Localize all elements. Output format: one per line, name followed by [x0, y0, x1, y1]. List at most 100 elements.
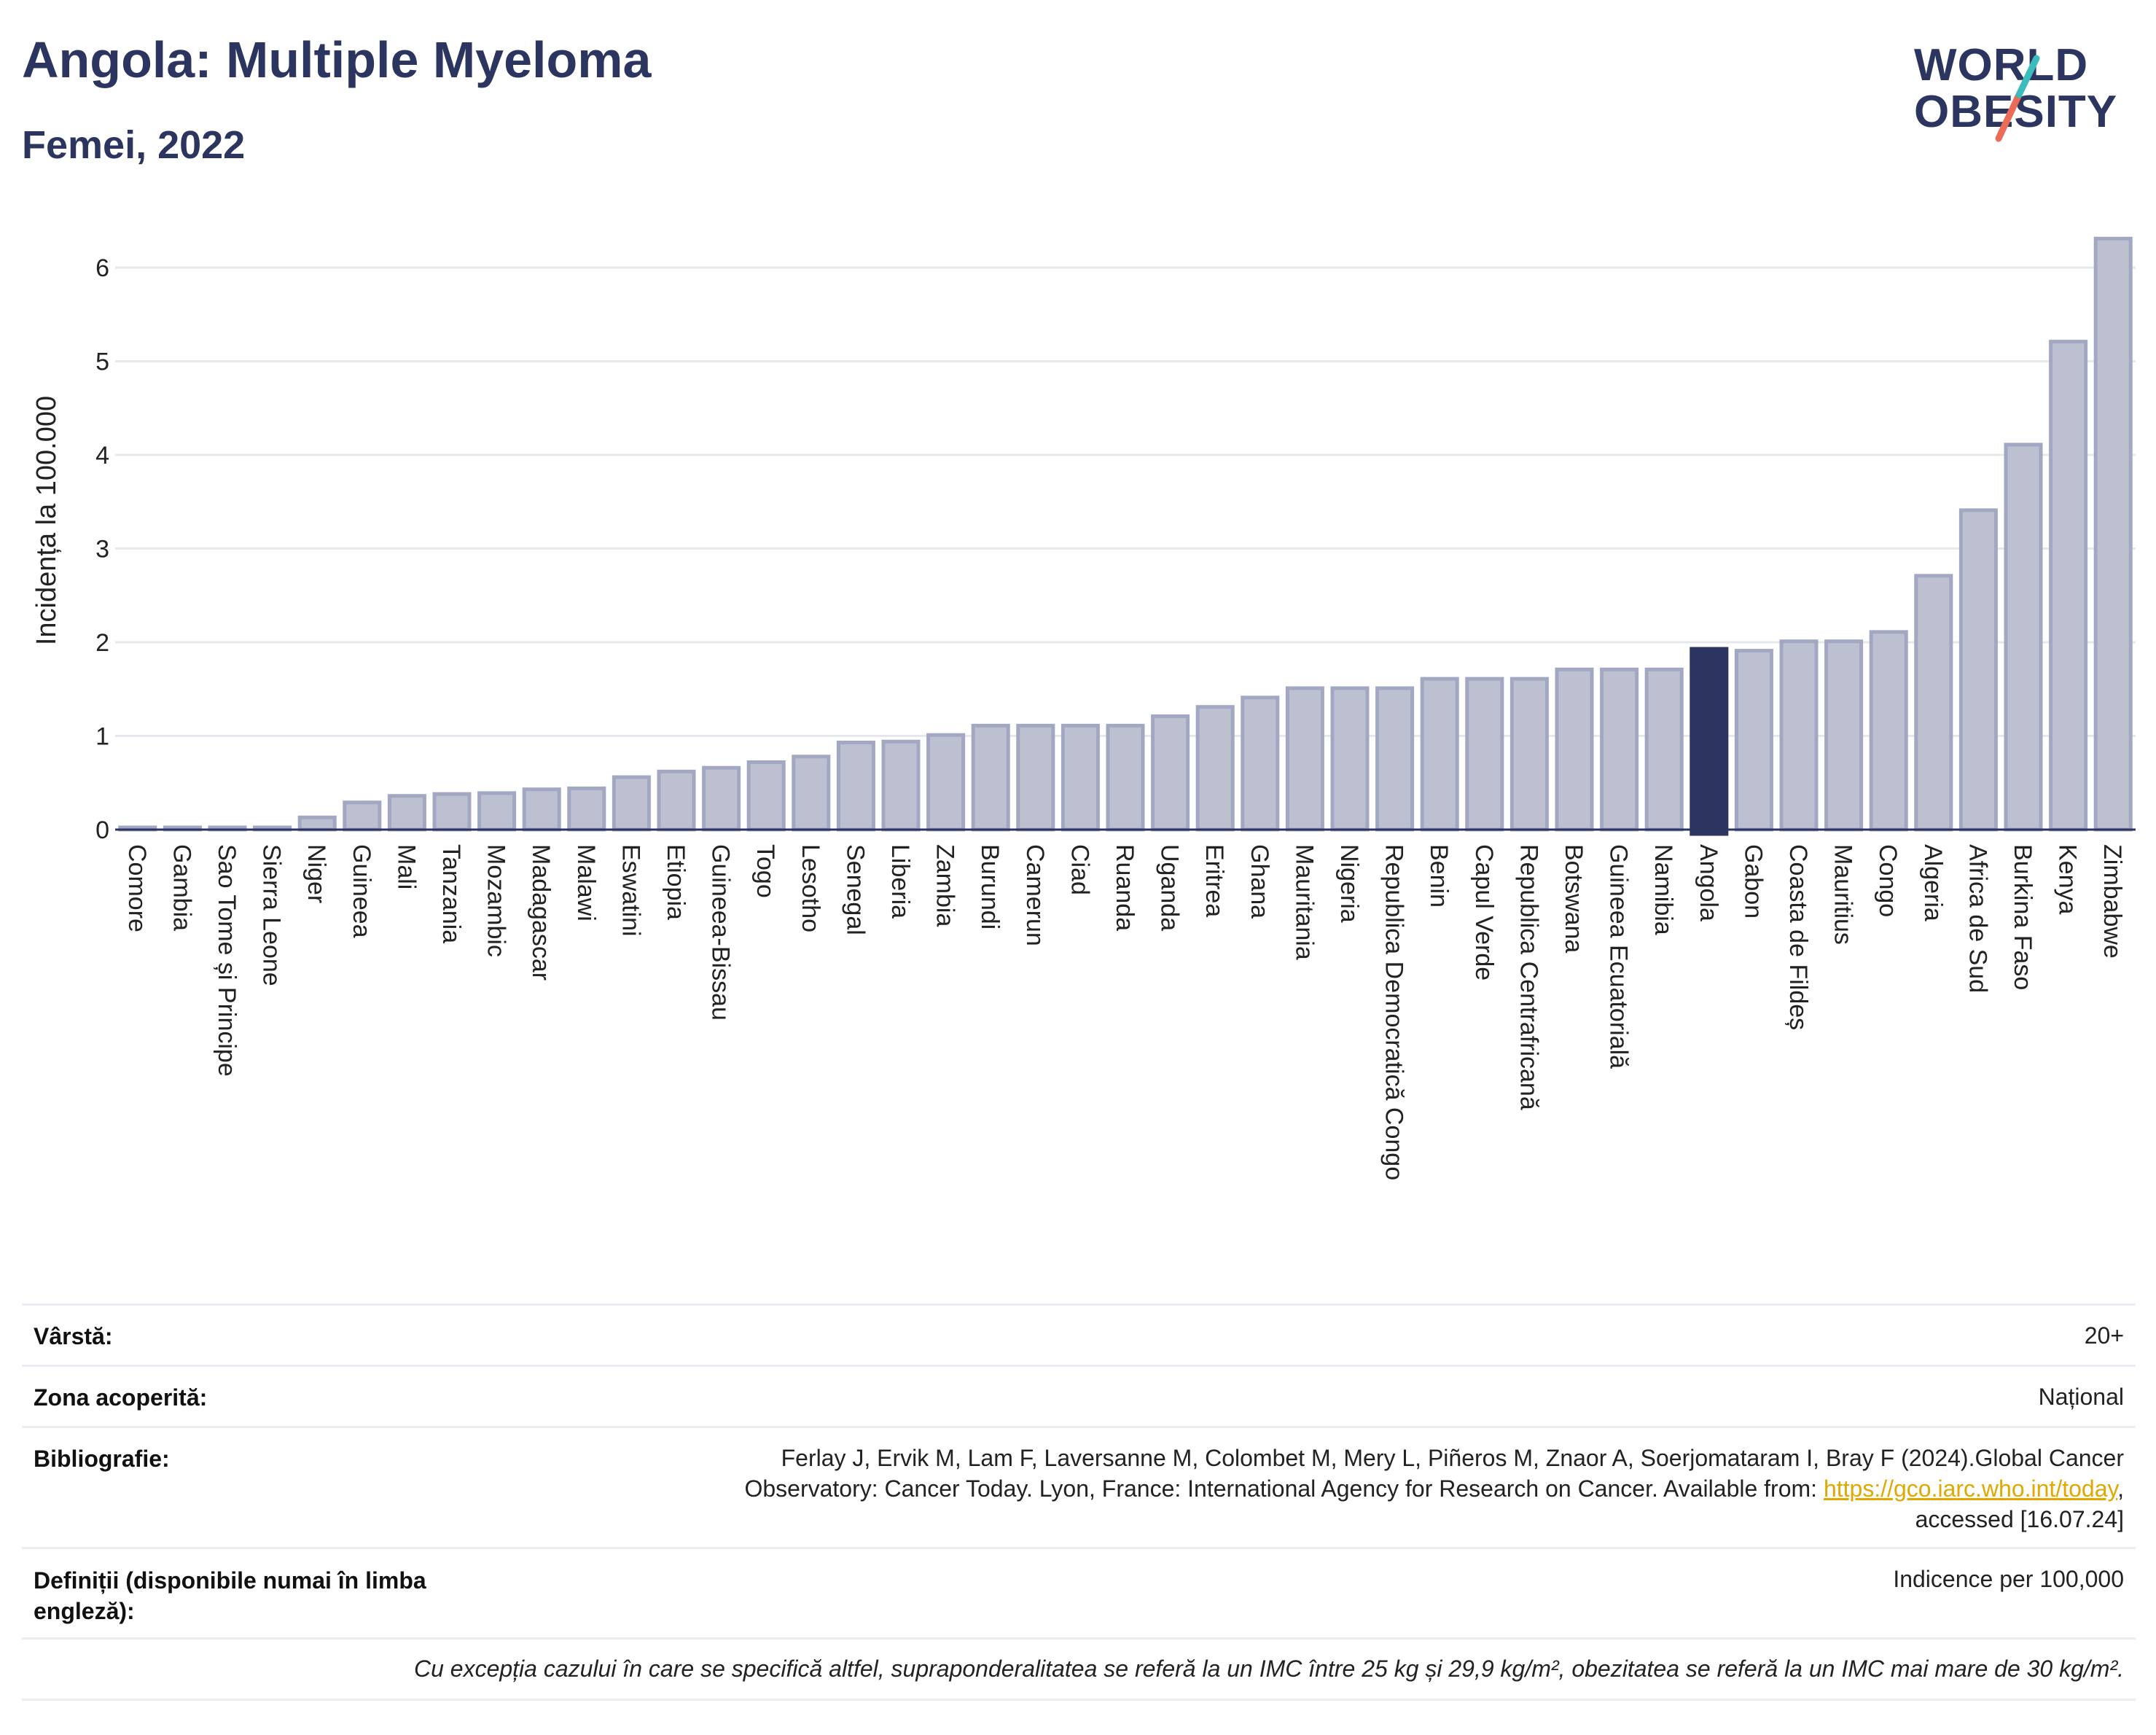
x-tick-label: Burkina Faso: [2009, 844, 2036, 990]
bibliography-value: Ferlay J, Ervik M, Lam F, Laversanne M, …: [744, 1443, 2124, 1535]
bar-senegal[interactable]: [836, 741, 875, 832]
x-tick-label: Africa de Sud: [1964, 844, 1991, 993]
x-tick-label: Uganda: [1156, 844, 1184, 931]
x-tick-label: Mozambic: [483, 844, 510, 957]
bar-eritrea[interactable]: [1195, 705, 1235, 832]
bibliography-line-1: Ferlay J, Ervik M, Lam F, Laversanne M, …: [781, 1445, 2124, 1471]
bar-ciad[interactable]: [1061, 723, 1100, 832]
bar-mozambic[interactable]: [477, 791, 517, 832]
bar-liberia[interactable]: [881, 739, 921, 832]
bar-ruanda[interactable]: [1106, 723, 1145, 832]
bar-botswana[interactable]: [1555, 667, 1594, 832]
bar-burkina-faso[interactable]: [2004, 442, 2043, 832]
x-tick-label: Senegal: [841, 844, 869, 935]
y-tick-label: 6: [95, 254, 109, 282]
x-tick-label: Republica Democratică Congo: [1380, 844, 1408, 1180]
bar-madagascar[interactable]: [522, 787, 561, 832]
area-value: Național: [2038, 1384, 2124, 1410]
x-tick-label: Algeria: [1919, 844, 1947, 921]
x-tick-label: Gabon: [1739, 844, 1767, 919]
gco-link[interactable]: https://gco.iarc.who.int/today: [1823, 1475, 2118, 1502]
bar-malawi[interactable]: [567, 786, 606, 832]
bar-coasta-de-filde-[interactable]: [1779, 639, 1819, 832]
world-obesity-logo[interactable]: WORLD OBESITY: [1902, 35, 2143, 159]
definitions-value: Indicence per 100,000: [1893, 1566, 2124, 1592]
bar-eswatini[interactable]: [612, 775, 651, 832]
bar-zambia[interactable]: [926, 733, 966, 832]
area-label: Zona acoperită:: [34, 1384, 208, 1411]
x-tick-label: Mali: [392, 844, 420, 889]
y-tick-label: 3: [95, 536, 109, 564]
bibliography-label: Bibliografie:: [34, 1446, 170, 1472]
x-tick-label: Lesotho: [797, 844, 824, 932]
x-tick-label: Mauritania: [1290, 844, 1318, 960]
bibliography-comma: ,: [2117, 1475, 2124, 1502]
x-tick-label: Zambia: [931, 844, 959, 927]
bar-guineea-bissau[interactable]: [702, 765, 741, 832]
bar-africa-de-sud[interactable]: [1958, 508, 1998, 832]
bar-tanzania[interactable]: [432, 792, 472, 832]
bibliography-line-3: accessed [16.07.24]: [1915, 1506, 2124, 1532]
bar-niger[interactable]: [297, 815, 337, 832]
definitions-row: Definiții (disponibile numai în limba en…: [22, 1547, 2136, 1637]
x-tick-label: Congo: [1874, 844, 1902, 917]
y-tick-label: 5: [95, 348, 109, 376]
bar-zimbabwe[interactable]: [2093, 236, 2133, 832]
bibliography-line-2-text: Observatory: Cancer Today. Lyon, France:…: [744, 1475, 1824, 1502]
obesity-note: Cu excepția cazului în care se specifică…: [413, 1656, 2124, 1682]
bar-togo[interactable]: [746, 760, 786, 832]
bar-angola[interactable]: [1690, 647, 1729, 836]
x-tick-label: Sao Tome și Principe: [213, 844, 241, 1077]
x-tick-label: Guineea Ecuatorială: [1605, 844, 1633, 1069]
x-tick-label: Coasta de Fildeș: [1784, 844, 1812, 1030]
bar-mauritania[interactable]: [1285, 686, 1324, 832]
bar-kenya[interactable]: [2049, 340, 2088, 832]
y-tick-label: 0: [95, 816, 109, 844]
x-tick-label: Liberia: [886, 844, 914, 919]
bar-ghana[interactable]: [1241, 695, 1280, 832]
y-tick-label: 4: [95, 442, 109, 469]
age-value: 20+: [2084, 1322, 2124, 1349]
x-tick-label: Mauritius: [1829, 844, 1857, 945]
info-table: Vârstă: 20+ Zona acoperită: Național Bib…: [22, 1303, 2136, 1701]
bar-algeria[interactable]: [1914, 574, 1953, 832]
bibliography-line-2: Observatory: Cancer Today. Lyon, France:…: [744, 1473, 2124, 1504]
table-bottom-rule: [22, 1699, 2136, 1701]
bar-guineea-ecuatorial-[interactable]: [1600, 667, 1639, 832]
bar-camerun[interactable]: [1016, 723, 1055, 832]
x-tick-label: Camerun: [1021, 844, 1049, 946]
bar-republica-democratic-congo[interactable]: [1375, 686, 1415, 832]
x-tick-label: Sierra Leone: [258, 844, 286, 986]
bar-guineea[interactable]: [343, 800, 382, 832]
bar-benin[interactable]: [1420, 677, 1459, 832]
x-tick-label: Angola: [1695, 844, 1722, 921]
bar-capul-verde[interactable]: [1465, 677, 1504, 832]
bar-mauritius[interactable]: [1824, 639, 1864, 832]
bar-nigeria[interactable]: [1330, 686, 1370, 832]
x-tick-label: Capul Verde: [1470, 844, 1498, 980]
x-tick-label: Zimbabwe: [2098, 844, 2126, 959]
x-tick-label: Namibia: [1649, 844, 1677, 935]
bar-congo[interactable]: [1869, 630, 1908, 832]
x-tick-label: Gambia: [168, 844, 195, 931]
bar-etiopia[interactable]: [657, 769, 696, 832]
x-tick-label: Ghana: [1246, 844, 1273, 919]
bar-mali[interactable]: [387, 794, 426, 832]
bar-burundi[interactable]: [971, 723, 1010, 832]
x-tick-label: Guineea: [348, 844, 375, 938]
x-tick-label: Kenya: [2054, 844, 2082, 914]
bar-namibia[interactable]: [1644, 667, 1684, 832]
bar-lesotho[interactable]: [792, 755, 831, 832]
x-tick-label: Burundi: [976, 844, 1004, 929]
x-tick-label: Togo: [751, 844, 779, 898]
bar-uganda[interactable]: [1151, 714, 1190, 832]
bibliography-row: Bibliografie: Ferlay J, Ervik M, Lam F, …: [22, 1426, 2136, 1547]
area-row: Zona acoperită: Național: [22, 1365, 2136, 1426]
x-tick-label: Eswatini: [617, 844, 644, 937]
x-tick-label: Guineea-Bissau: [707, 844, 735, 1021]
age-row: Vârstă: 20+: [22, 1303, 2136, 1365]
y-axis-label: Incidența la 100.000: [31, 396, 62, 645]
bar-gabon[interactable]: [1734, 649, 1773, 832]
bar-republica-centrafrican-[interactable]: [1509, 677, 1549, 832]
x-tick-label: Republica Centrafricană: [1515, 844, 1542, 1110]
